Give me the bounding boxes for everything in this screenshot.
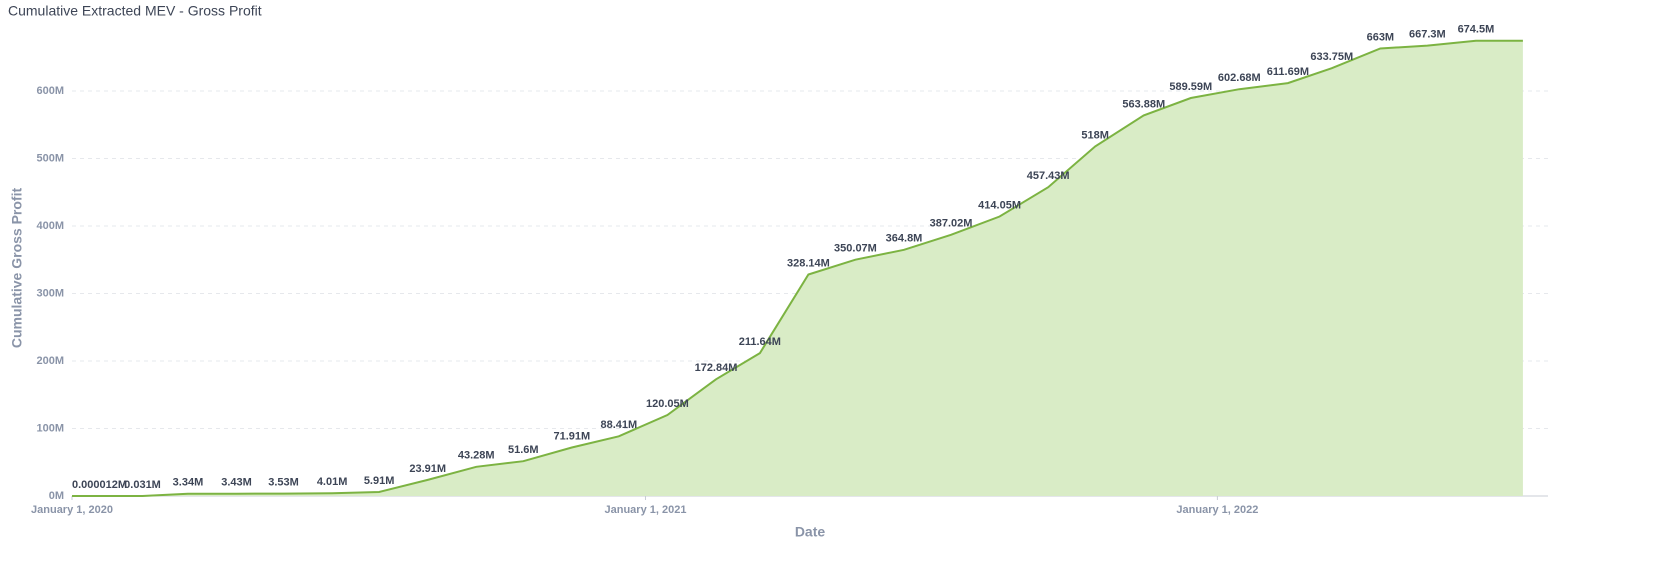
data-label: 589.59M [1169,81,1212,93]
data-label: 43.28M [458,450,495,462]
data-label: 4.01M [317,476,348,488]
data-label: 3.34M [173,477,204,489]
data-label: 211.64M [739,336,781,348]
y-axis-label: Cumulative Gross Profit [9,188,25,349]
data-label: 674.5M [1458,24,1495,36]
y-tick-label: 300M [36,287,64,299]
data-label: 120.05M [646,398,689,410]
data-label: 88.41M [600,419,637,431]
data-label: 611.69M [1267,66,1309,78]
y-tick-label: 200M [36,355,64,367]
x-axis-label: Date [795,524,826,540]
data-label: 172.84M [695,362,738,374]
data-label: 414.05M [978,199,1021,211]
data-label: 518M [1081,129,1109,141]
data-label: 350.07M [834,243,877,255]
data-label: 0.031M [124,479,161,491]
data-label: 663M [1367,31,1395,43]
data-label: 602.68M [1218,72,1261,84]
y-tick-label: 100M [36,422,64,434]
data-label: 387.02M [930,218,973,230]
data-label: 51.6M [508,444,539,456]
x-tick-label: January 1, 2022 [1176,504,1258,516]
data-label: 633.75M [1310,51,1353,63]
x-tick-label: January 1, 2021 [605,504,687,516]
data-label: 3.43M [221,477,252,489]
y-tick-label: 600M [36,85,64,97]
chart-title: Cumulative Extracted MEV - Gross Profit [8,3,262,19]
line [72,39,1523,497]
data-label: 23.91M [409,463,446,475]
y-tick-label: 0M [49,490,64,502]
data-label: 667.3M [1409,28,1446,40]
data-label: 364.8M [886,233,923,245]
data-label: 563.88M [1122,98,1165,110]
y-tick-label: 500M [36,152,64,164]
data-label: 0.000012M [72,479,127,491]
y-tick-label: 400M [36,220,64,232]
area [72,40,1523,496]
data-label: 457.43M [1027,170,1070,182]
data-label: 5.91M [364,475,395,487]
data-label: 3.53M [268,477,299,489]
data-label: 71.91M [553,430,590,442]
x-tick-label: January 1, 2020 [31,504,113,516]
data-label: 328.14M [787,257,830,269]
